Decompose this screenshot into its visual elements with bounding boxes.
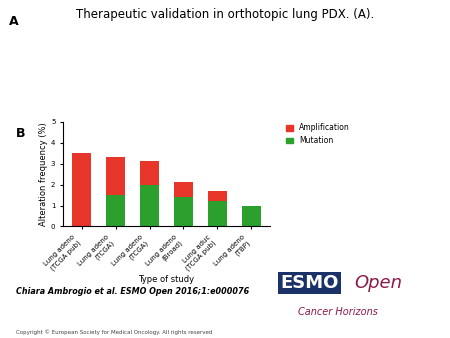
Text: Copyright © European Society for Medical Oncology. All rights reserved: Copyright © European Society for Medical…: [16, 329, 212, 335]
Bar: [140, 162, 159, 185]
Bar: [106, 157, 125, 195]
Text: Open: Open: [354, 274, 402, 292]
Bar: [208, 201, 227, 226]
Bar: [72, 153, 91, 226]
Text: B: B: [16, 127, 25, 140]
Bar: [174, 183, 193, 197]
Bar: [174, 197, 193, 226]
Text: Therapeutic validation in orthotopic lung PDX. (A).: Therapeutic validation in orthotopic lun…: [76, 8, 374, 21]
Bar: [242, 206, 261, 226]
Text: Chiara Ambrogio et al. ESMO Open 2016;1:e000076: Chiara Ambrogio et al. ESMO Open 2016;1:…: [16, 287, 249, 296]
Text: Cancer Horizons: Cancer Horizons: [298, 307, 378, 317]
Text: A: A: [9, 15, 18, 28]
Bar: [140, 185, 159, 226]
Legend: Amplification, Mutation: Amplification, Mutation: [286, 123, 350, 145]
Bar: [106, 195, 125, 226]
Bar: [208, 191, 227, 201]
X-axis label: Type of study: Type of study: [139, 275, 194, 284]
Y-axis label: Alteration frequency (%): Alteration frequency (%): [39, 122, 48, 226]
Text: ESMO: ESMO: [280, 274, 339, 292]
Text: ESMO: ESMO: [280, 274, 339, 292]
